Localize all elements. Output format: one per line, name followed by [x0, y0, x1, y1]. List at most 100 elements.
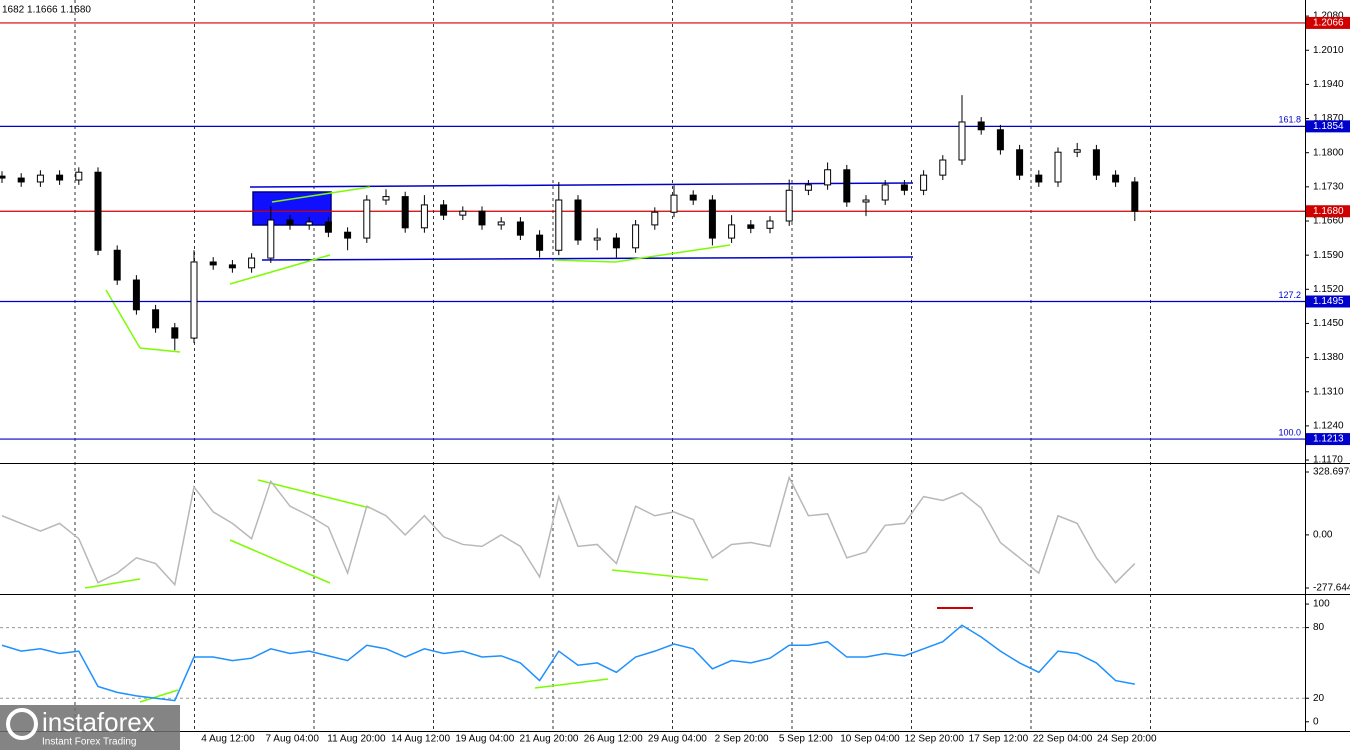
candle-body: [1016, 149, 1024, 176]
candle-body: [785, 189, 793, 222]
candle-body: [632, 224, 640, 249]
candle-body: [420, 204, 428, 229]
header-text: 1682 1.1666 1.1680: [2, 5, 91, 16]
x-tick-label: 7 Aug 04:00: [266, 734, 320, 745]
logo-name: instaforex: [42, 707, 155, 737]
fib-label: 127.2: [1278, 290, 1301, 300]
x-tick-label: 17 Sep 12:00: [969, 734, 1029, 745]
candle-body: [977, 121, 985, 131]
x-tick-label: 2 Sep 20:00: [715, 734, 769, 745]
candle-body: [920, 174, 928, 191]
logo-tagline: Instant Forex Trading: [42, 737, 137, 748]
candle-body: [190, 261, 198, 339]
y-tick-label: -277.6449: [1313, 583, 1350, 594]
candle-body: [824, 169, 832, 186]
divergence-line: [139, 347, 181, 353]
candle-body: [555, 199, 563, 251]
level-label-box: [1306, 295, 1350, 308]
candle-body: [17, 177, 25, 183]
candle-body: [459, 210, 467, 216]
candle-body: [267, 219, 275, 259]
y-tick-label: 1.1310: [1313, 386, 1344, 397]
candle-body: [881, 184, 889, 201]
candle-body: [228, 264, 236, 269]
candle-body: [324, 221, 332, 233]
y-tick-label: 1.1520: [1313, 284, 1344, 295]
channel-line: [249, 182, 914, 188]
x-tick-label: 22 Sep 04:00: [1033, 734, 1093, 745]
candle-body: [843, 169, 851, 203]
highlight-box: [252, 191, 332, 226]
candle-body: [286, 219, 294, 226]
candle-body: [1131, 181, 1139, 212]
indicator-line: [1, 624, 1135, 702]
logo-icon: [6, 708, 38, 740]
divergence-line: [229, 254, 331, 285]
candle-body: [516, 221, 524, 236]
candle-body: [401, 196, 409, 229]
drawings: [84, 182, 973, 703]
candle-body: [382, 196, 390, 201]
x-tick-label: 26 Aug 12:00: [584, 734, 643, 745]
x-tick-label: 12 Sep 20:00: [904, 734, 964, 745]
divergence-line: [614, 244, 731, 263]
candle-body: [939, 159, 947, 176]
divergence-line: [84, 578, 141, 589]
x-tick-label: 11 Aug 20:00: [327, 734, 386, 745]
candle-body: [651, 211, 659, 226]
candle-body: [747, 224, 755, 229]
level-label: 1.1854: [1313, 121, 1344, 132]
level-label-box: [1306, 16, 1350, 29]
level-label: 1.2066: [1313, 18, 1344, 29]
y-tick-label: 1.1450: [1313, 318, 1344, 329]
level-label-box: [1306, 120, 1350, 133]
candle-body: [363, 199, 371, 239]
level-label: 1.1680: [1313, 206, 1344, 217]
y-tick-label: 1.1240: [1313, 421, 1344, 432]
candle-body: [1073, 149, 1081, 153]
plot-area: 1.2080 1.2010 1.1940 1.1870 1.1800 1.1730 1.16…: [0, 11, 1350, 745]
divergence-line: [257, 479, 371, 509]
x-tick-label: 5 Sep 12:00: [779, 734, 833, 745]
x-tick-label: 29 Aug 04:00: [648, 734, 707, 745]
divergence-line: [611, 569, 709, 581]
candle-body: [612, 237, 620, 249]
level-label: 1.1495: [1313, 296, 1344, 307]
x-tick-label: 19 Aug 04:00: [455, 734, 514, 745]
y-tick-label: 80: [1313, 622, 1325, 633]
candle-body: [36, 174, 44, 183]
candle-body: [996, 129, 1004, 151]
y-tick-label: 1.2080: [1313, 11, 1344, 22]
logo: instaforex Instant Forex Trading: [0, 705, 180, 750]
level-label-box: [1306, 205, 1350, 218]
y-tick-label: 1.1730: [1313, 181, 1344, 192]
y-tick-label: 1.1870: [1313, 113, 1344, 124]
candle-body: [1035, 174, 1043, 183]
candle-body: [900, 184, 908, 191]
y-tick-label: 1.1800: [1313, 147, 1344, 158]
y-tick-label: 1.1940: [1313, 79, 1344, 90]
y-tick-label: 1.2010: [1313, 45, 1344, 56]
y-tick-label: 0: [1313, 716, 1319, 727]
candle-body: [56, 174, 64, 181]
channel-line: [261, 256, 914, 261]
y-tick-label: 0.00: [1313, 530, 1333, 541]
fib-label: 161.8: [1278, 115, 1301, 125]
divergence-line: [229, 539, 331, 584]
y-tick-label: 1.1660: [1313, 216, 1344, 227]
candle-body: [670, 194, 678, 213]
fib-label: 100.0: [1278, 427, 1301, 437]
divergence-line: [139, 689, 179, 703]
x-tick-label: 14 Aug 12:00: [391, 734, 450, 745]
panel-borders: [0, 0, 1350, 732]
candle-body: [209, 261, 217, 266]
candle-body: [1112, 174, 1120, 183]
level-label-box: [1306, 433, 1350, 446]
candle-body: [305, 221, 313, 226]
candle-body: [478, 210, 486, 226]
candle-body: [574, 199, 582, 241]
divergence-lines: [84, 186, 731, 703]
time-grid: [74, 0, 1151, 731]
